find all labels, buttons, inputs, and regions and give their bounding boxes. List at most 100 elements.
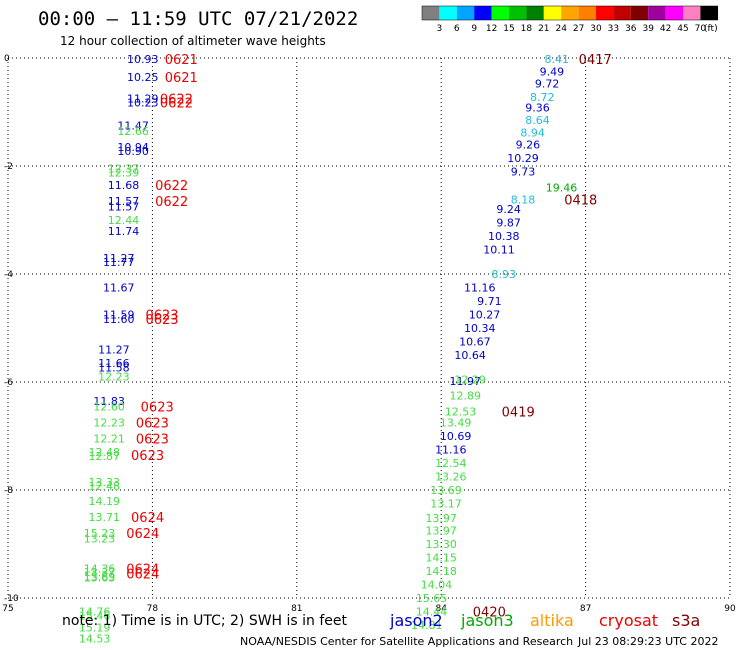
data-point-light-green-points: 14.53 (79, 633, 111, 646)
data-point-jason2: 10.67 (459, 336, 491, 349)
colorbar-swatch (422, 6, 440, 20)
data-point-light-green-points: 12.48 (89, 446, 121, 459)
pass-time-label: 0623 (145, 309, 178, 324)
colorbar-swatch (596, 6, 614, 20)
data-point-light-green-points: 14.18 (425, 565, 457, 578)
data-point-jason2: 11.97 (450, 375, 482, 388)
data-point-jason2: 10.11 (483, 244, 515, 257)
data-point-light-green-points: 12.44 (108, 214, 140, 227)
mission-s3a: s3a (672, 611, 700, 630)
data-point-light-green-points: 12.54 (435, 457, 467, 470)
mission-altika: altika (530, 611, 574, 630)
data-point-light-green-points: 12.23 (93, 417, 125, 430)
data-point-light-green-points: 14.04 (421, 579, 453, 592)
chart-grid (7, 57, 731, 599)
colorbar-swatch (509, 6, 527, 20)
data-point-jason2: 11.59 (103, 309, 135, 322)
colorbar-label: 21 (538, 24, 549, 34)
data-point-light-green-points: 13.33 (89, 476, 121, 489)
pass-time-label: 0621 (165, 71, 198, 86)
data-point-cyan-points: 8.72 (530, 91, 555, 104)
mission-legend: jason2 jason3 altika cryosat s3a (389, 611, 700, 630)
data-point-jason2: 10.38 (488, 230, 520, 243)
data-point-jason2: 11.58 (98, 361, 130, 374)
x-tick-label: 75 (2, 604, 13, 614)
data-point-light-green-points: 14.81 (411, 619, 443, 632)
data-point-light-green-points: 13.49 (440, 417, 472, 430)
data-point-jason2: 10.90 (117, 145, 149, 158)
pass-time-label: 0622 (155, 179, 188, 194)
colorbar-swatch (578, 6, 596, 20)
data-point-jason2: 10.25 (127, 71, 159, 84)
note-text: note: 1) Time is in UTC; 2) SWH is in fe… (62, 613, 348, 629)
colorbar-swatch (700, 6, 718, 20)
colorbar-swatch (491, 6, 509, 20)
colorbar-label: 6 (454, 24, 460, 34)
data-point-cyan-points: 8.93 (492, 268, 517, 281)
data-point-light-green-points: 15.46 (79, 609, 111, 622)
colorbar-label: 3 (437, 24, 443, 34)
data-point-light-green-points: 12.89 (450, 390, 482, 403)
colorbar-label: 24 (555, 24, 567, 34)
colorbar-label: 42 (660, 24, 671, 34)
colorbar-swatch (474, 6, 492, 20)
data-point-light-green-points: 14.15 (425, 552, 457, 565)
y-tick-label: -6 (4, 378, 13, 388)
data-point-jason2: 10.93 (127, 53, 159, 66)
data-point-jason2: 9.49 (540, 66, 565, 79)
colorbar-swatch (561, 6, 579, 20)
colorbar-swatch (456, 6, 475, 20)
data-point-cyan-points: 8.94 (520, 127, 545, 140)
colorbar-swatch (526, 6, 544, 20)
data-point-light-green-points: 12.53 (445, 406, 477, 419)
x-tick-label: 87 (580, 604, 591, 614)
colorbar-label: 33 (608, 24, 619, 34)
data-point-jason2: 11.67 (103, 282, 135, 295)
data-point-light-green-points: 13.23 (84, 533, 116, 546)
data-point-jason2: 11.57 (108, 195, 140, 208)
data-point-jason2: 11.68 (108, 179, 140, 192)
colorbar-label: 45 (677, 24, 688, 34)
y-tick-label: 0 (4, 54, 10, 64)
colorbar-swatch (543, 6, 562, 20)
chart-title: 00:00 – 11:59 UTC 07/21/2022 (38, 8, 358, 30)
data-point-light-green-points: 13.71 (89, 511, 121, 524)
colorbar-swatch (665, 6, 683, 20)
pass-time-label: 0624 (126, 568, 159, 583)
data-point-jason2: 11.74 (108, 225, 140, 238)
y-tick-label: -8 (4, 486, 13, 496)
x-tick-label: 84 (435, 604, 447, 614)
data-point-cyan-points: 8.64 (525, 114, 550, 127)
footer-credit: NOAA/NESDIS Center for Satellite Applica… (240, 635, 573, 648)
data-point-jason2: 10.94 (117, 141, 149, 154)
data-point-jason2: 11.57 (108, 201, 140, 214)
data-point-jason2: 11.16 (435, 444, 467, 457)
pass-time-label: 0623 (136, 433, 169, 448)
colorbar-unit: (ft) (704, 24, 718, 34)
data-point-cyan-points: 8.18 (511, 193, 536, 206)
data-point-jason2: 9.73 (511, 165, 536, 178)
data-point-jason2: 11.83 (93, 395, 125, 408)
data-point-light-green-points: 15.19 (79, 622, 111, 635)
colorbar-label: 12 (486, 24, 497, 34)
data-point-light-green-points: 13.97 (425, 512, 457, 525)
data-point-jason2: 11.27 (98, 344, 130, 357)
data-point-light-green-points: 14.76 (79, 606, 111, 619)
y-tick-label: -10 (4, 594, 19, 604)
mission-jason3: jason3 (460, 611, 514, 630)
data-point-jason2: 10.29 (507, 152, 539, 165)
pass-time-label: 0623 (141, 400, 174, 415)
colorbar-label: 36 (625, 24, 637, 34)
y-tick-label: -4 (4, 270, 13, 280)
pass-time-label: 0623 (145, 313, 178, 328)
data-point-light-green-points: 14.44 (416, 606, 448, 619)
data-point-light-green-points: 13.17 (430, 498, 462, 511)
pass-time-label: 0420 (473, 606, 506, 621)
pass-time-label: 0624 (131, 511, 164, 526)
colorbar-label: 15 (503, 24, 514, 34)
colorbar-swatch (648, 6, 666, 20)
pass-time-label: 0623 (136, 417, 169, 432)
data-point-light-green-points: 13.63 (84, 571, 116, 584)
pass-time-label: 0624 (126, 562, 159, 577)
data-point-jason2: 11.27 (103, 252, 135, 265)
